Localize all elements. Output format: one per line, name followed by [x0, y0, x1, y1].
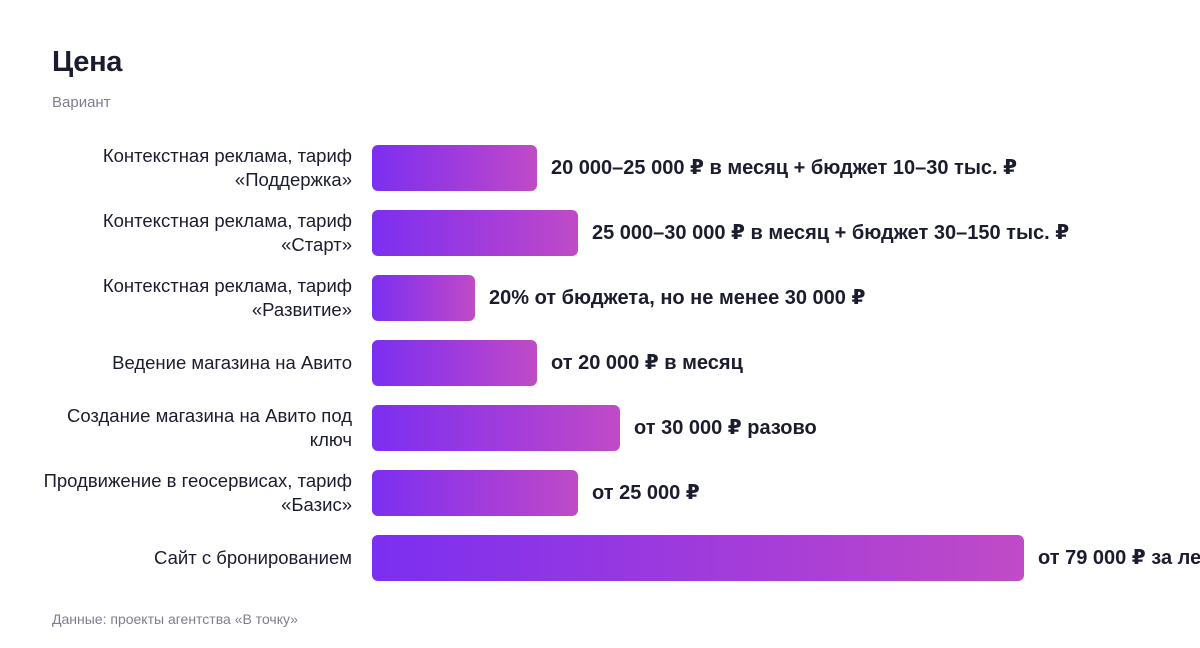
- bar: [372, 145, 537, 191]
- value-label: от 30 000 ₽ разово: [634, 417, 817, 439]
- bar: [372, 340, 537, 386]
- bar-row: Ведение магазина на Авито от 20 000 ₽ в м…: [0, 340, 1200, 386]
- category-label: Создание магазина на Авито под ключ: [66, 405, 352, 450]
- bar-row: Контекстная реклама, тариф «Поддержка» 20…: [0, 145, 1200, 191]
- bar-row: Создание магазина на Авито под ключ от 30…: [0, 405, 1200, 451]
- bar: [372, 535, 1024, 581]
- chart-subtitle: Вариант: [52, 94, 111, 111]
- bar-row: Контекстная реклама, тариф «Старт» 25 000…: [0, 210, 1200, 256]
- category-label: Продвижение в геосервисах, тариф «Базис»: [43, 470, 352, 515]
- value-label: от 79 000 ₽ за ле: [1038, 547, 1200, 569]
- bar: [372, 210, 578, 256]
- value-label: 25 000–30 000 ₽ в месяц + бюджет 30–150 …: [592, 222, 1070, 244]
- value-label: от 20 000 ₽ в месяц: [551, 352, 743, 374]
- category-label: Сайт с бронированием: [154, 547, 352, 568]
- category-label: Контекстная реклама, тариф «Поддержка»: [102, 145, 352, 190]
- bar-row: Контекстная реклама, тариф «Развитие» 20%…: [0, 275, 1200, 321]
- value-label: от 25 000 ₽: [592, 482, 700, 504]
- data-source-note: Данные: проекты агентства «В точку»: [52, 611, 298, 627]
- bar: [372, 275, 475, 321]
- chart-title: Цена: [52, 46, 123, 78]
- bar-row: Продвижение в геосервисах, тариф «Базис»…: [0, 470, 1200, 516]
- category-label: Ведение магазина на Авито: [112, 352, 352, 373]
- category-label: Контекстная реклама, тариф «Развитие»: [102, 275, 352, 320]
- value-label: 20% от бюджета, но не менее 30 000 ₽: [489, 287, 866, 309]
- category-label: Контекстная реклама, тариф «Старт»: [102, 210, 352, 255]
- bar: [372, 470, 578, 516]
- bar: [372, 405, 620, 451]
- bar-row: Сайт с бронированием от 79 000 ₽ за ле: [0, 535, 1200, 581]
- value-label: 20 000–25 000 ₽ в месяц + бюджет 10–30 т…: [551, 157, 1018, 179]
